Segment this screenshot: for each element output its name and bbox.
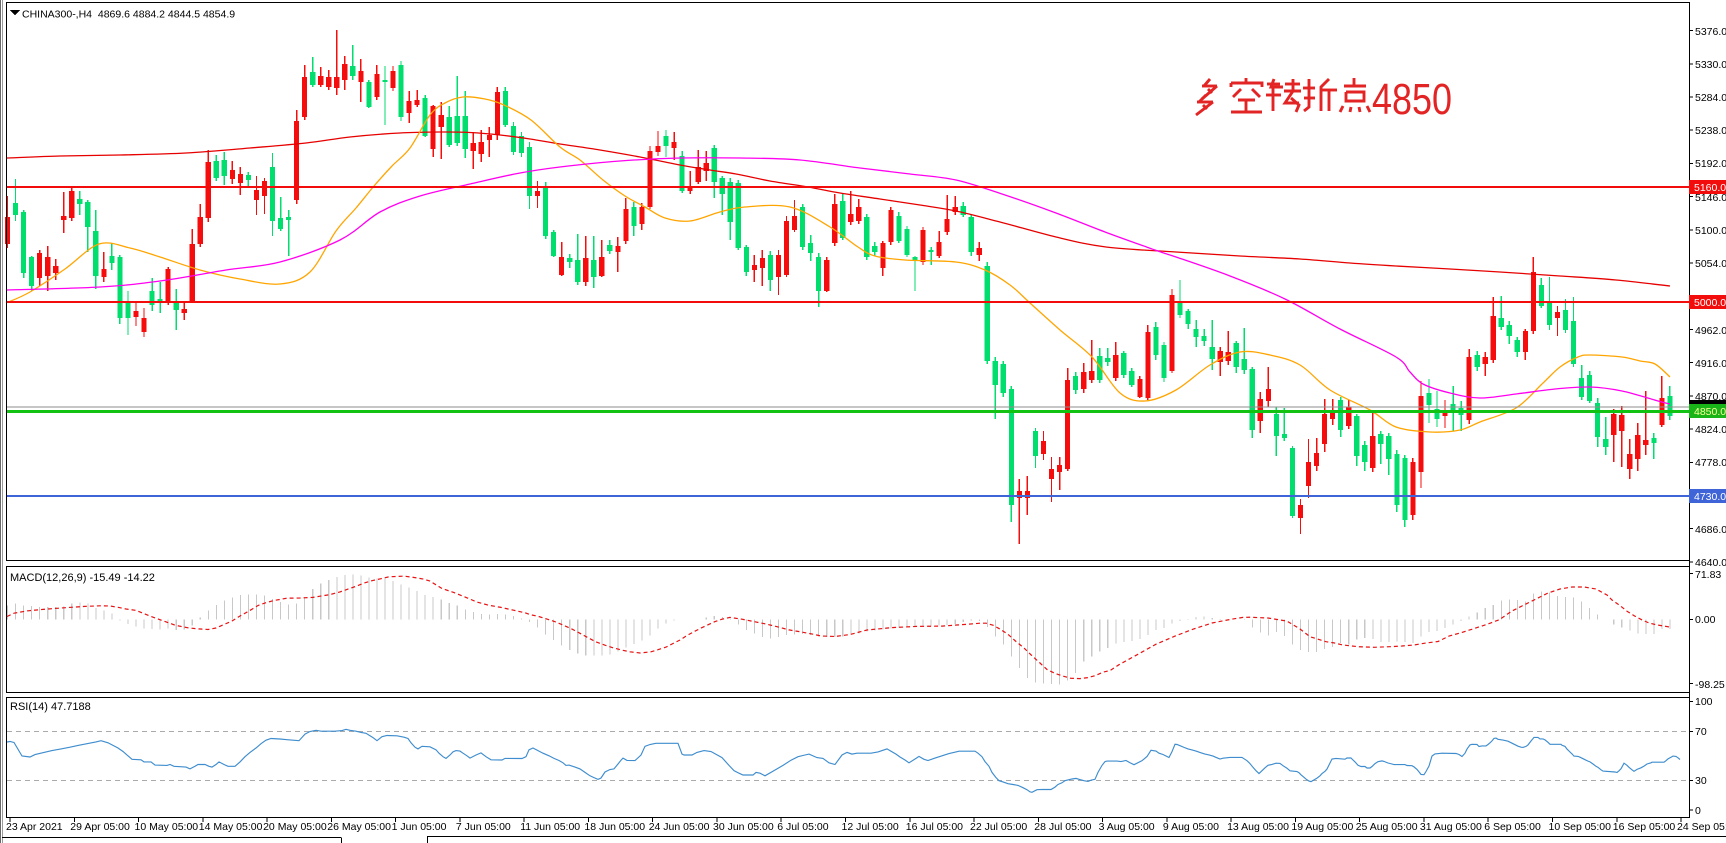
- svg-text:18 Jun 05:00: 18 Jun 05:00: [584, 821, 645, 833]
- svg-text:3 Aug 05:00: 3 Aug 05:00: [1099, 821, 1155, 833]
- svg-text:20 May 05:00: 20 May 05:00: [263, 821, 327, 833]
- svg-text:13 Aug 05:00: 13 Aug 05:00: [1227, 821, 1289, 833]
- svg-text:70: 70: [1695, 726, 1707, 738]
- svg-text:14 May 05:00: 14 May 05:00: [199, 821, 263, 833]
- svg-text:4640.0: 4640.0: [1695, 557, 1726, 569]
- svg-text:24 Sep 05:00: 24 Sep 05:00: [1677, 821, 1726, 833]
- svg-text:5146.0: 5146.0: [1695, 192, 1726, 204]
- svg-text:23 Apr 2021: 23 Apr 2021: [6, 821, 63, 833]
- svg-text:30 Jun 05:00: 30 Jun 05:00: [713, 821, 774, 833]
- svg-text:4686.0: 4686.0: [1695, 524, 1726, 536]
- svg-text:4730.0: 4730.0: [1694, 491, 1726, 503]
- svg-text:31 Aug 05:00: 31 Aug 05:00: [1420, 821, 1482, 833]
- svg-text:5192.0: 5192.0: [1695, 158, 1726, 170]
- svg-text:4824.0: 4824.0: [1695, 424, 1726, 436]
- svg-text:4778.0: 4778.0: [1695, 457, 1726, 469]
- svg-text:4850.0: 4850.0: [1694, 406, 1726, 418]
- svg-text:5160.0: 5160.0: [1694, 182, 1726, 194]
- svg-text:19 Aug 05:00: 19 Aug 05:00: [1291, 821, 1353, 833]
- svg-text:29 Apr 05:00: 29 Apr 05:00: [70, 821, 130, 833]
- svg-text:12 Jul 05:00: 12 Jul 05:00: [842, 821, 899, 833]
- svg-text:16 Jul 05:00: 16 Jul 05:00: [906, 821, 963, 833]
- svg-text:6 Sep 05:00: 6 Sep 05:00: [1484, 821, 1541, 833]
- svg-text:1 Jun 05:00: 1 Jun 05:00: [392, 821, 447, 833]
- svg-text:RSI(14) 47.7188: RSI(14) 47.7188: [10, 701, 91, 713]
- svg-text:100: 100: [1695, 696, 1713, 708]
- svg-text:26 May 05:00: 26 May 05:00: [327, 821, 391, 833]
- svg-text:5054.0: 5054.0: [1695, 258, 1726, 270]
- svg-text:5330.0: 5330.0: [1695, 59, 1726, 71]
- svg-text:25 Aug 05:00: 25 Aug 05:00: [1356, 821, 1418, 833]
- svg-text:22 Jul 05:00: 22 Jul 05:00: [970, 821, 1027, 833]
- svg-text:4850: 4850: [1372, 75, 1452, 124]
- svg-text:5100.0: 5100.0: [1695, 225, 1726, 237]
- svg-text:10 May 05:00: 10 May 05:00: [135, 821, 199, 833]
- svg-text:5376.0: 5376.0: [1695, 26, 1726, 38]
- svg-text:9 Aug 05:00: 9 Aug 05:00: [1163, 821, 1219, 833]
- svg-text:11 Jun 05:00: 11 Jun 05:00: [520, 821, 580, 833]
- svg-text:71.83: 71.83: [1695, 569, 1721, 581]
- svg-text:30: 30: [1695, 775, 1707, 787]
- svg-text:0.00: 0.00: [1695, 614, 1716, 626]
- svg-text:MACD(12,26,9) -15.49 -14.22: MACD(12,26,9) -15.49 -14.22: [10, 572, 155, 584]
- svg-text:5284.0: 5284.0: [1695, 92, 1726, 104]
- svg-text:0: 0: [1695, 805, 1701, 817]
- svg-text:-98.25: -98.25: [1695, 679, 1725, 691]
- svg-text:4962.0: 4962.0: [1695, 325, 1726, 337]
- svg-text:7 Jun 05:00: 7 Jun 05:00: [456, 821, 511, 833]
- svg-text:24 Jun 05:00: 24 Jun 05:00: [649, 821, 710, 833]
- svg-text:6 Jul 05:00: 6 Jul 05:00: [777, 821, 829, 833]
- svg-text:5238.0: 5238.0: [1695, 125, 1726, 137]
- svg-text:CHINA300-,H4 4869.6 4884.2 48: CHINA300-,H4 4869.6 4884.2 4844.5 4854.9: [22, 9, 235, 21]
- svg-text:16 Sep 05:00: 16 Sep 05:00: [1613, 821, 1676, 833]
- svg-text:10 Sep 05:00: 10 Sep 05:00: [1549, 821, 1612, 833]
- svg-text:4916.0: 4916.0: [1695, 358, 1726, 370]
- svg-text:5000.0: 5000.0: [1694, 297, 1726, 309]
- svg-text:28 Jul 05:00: 28 Jul 05:00: [1034, 821, 1091, 833]
